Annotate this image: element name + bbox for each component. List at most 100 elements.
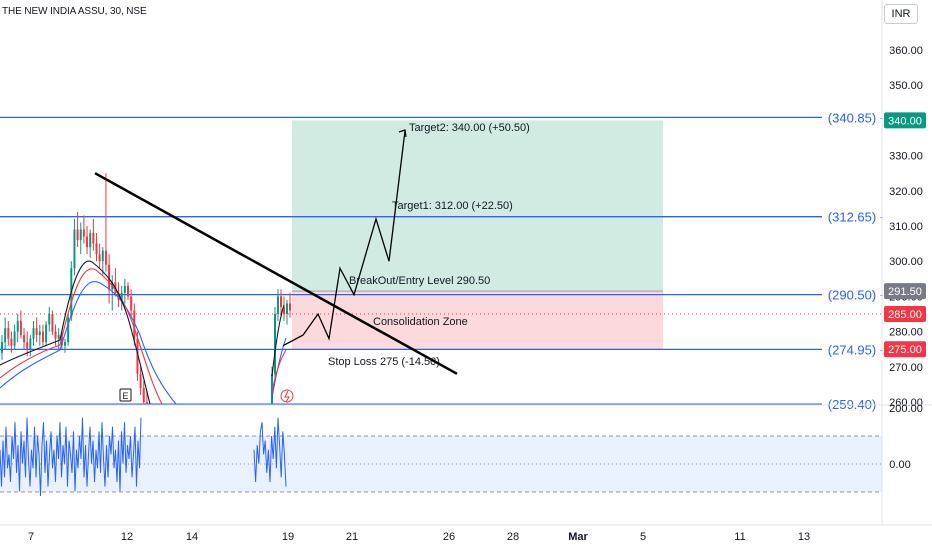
candle (92, 233, 95, 244)
time-tick-label: 11 (734, 531, 745, 543)
candle (286, 303, 288, 314)
time-tick-label: 26 (443, 531, 455, 543)
currency-selector[interactable]: INR (884, 4, 918, 24)
earnings-marker: E (122, 391, 128, 401)
price-tick-label: 330.00 (889, 151, 923, 163)
candle (117, 292, 120, 300)
price-tick-label: 320.00 (889, 186, 923, 198)
candle (29, 338, 32, 350)
candle (133, 310, 136, 339)
candle (23, 335, 26, 343)
time-tick-label: 19 (282, 531, 294, 543)
candle (64, 342, 66, 346)
split-marker-icon (280, 389, 294, 403)
candle (19, 321, 22, 336)
price-tick-label: 350.00 (889, 80, 923, 92)
symbol-title: THE NEW INDIA ASSU, 30, NSE (2, 6, 147, 17)
candle (13, 331, 16, 346)
moving-average-red (271, 349, 287, 393)
candle (26, 342, 29, 350)
candle (139, 373, 142, 388)
breakout-annotation: BreakOut/Entry Level 290.50 (349, 275, 490, 287)
oscillator-line (253, 417, 287, 487)
price-tag (884, 306, 926, 322)
candle (73, 229, 76, 269)
candle (48, 314, 51, 325)
time-tick-label: 14 (186, 531, 198, 543)
candle (45, 324, 48, 343)
target1-annotation: Target1: 312.00 (+22.50) (392, 200, 513, 212)
moving-average-blue (271, 337, 287, 399)
consolidation-annotation: Consolidation Zone (373, 316, 468, 328)
oscillator-tick-label: 200.00 (889, 403, 923, 415)
candle (60, 335, 63, 346)
candle (127, 285, 129, 297)
candle (142, 387, 145, 402)
candle (130, 296, 133, 311)
stop-loss-annotation: Stop Loss 275 (-14.50) (328, 356, 440, 368)
projection-path (282, 130, 406, 347)
earnings-marker-box (119, 388, 132, 402)
candle (136, 338, 139, 374)
trendline (94, 172, 458, 375)
moving-average-red (0, 268, 163, 405)
candle (57, 335, 60, 339)
candle (76, 229, 79, 241)
candle (101, 250, 104, 262)
time-tick-label: 21 (346, 531, 358, 543)
candle (35, 328, 38, 336)
moving-average-black (0, 260, 151, 405)
candle (280, 296, 282, 307)
level-label: (312.65) (828, 210, 876, 225)
candle (32, 328, 35, 339)
level-label: (274.95) (828, 342, 876, 357)
candle (82, 229, 85, 237)
candle (277, 296, 279, 314)
candle (54, 331, 57, 339)
candle (120, 292, 123, 300)
candle (51, 314, 54, 332)
price-tag-label: 285.00 (888, 309, 922, 321)
candle (95, 243, 98, 255)
time-tick-label: 28 (507, 531, 519, 543)
level-label: (340.85) (828, 110, 876, 125)
target2-annotation: Target2: 340.00 (+50.50) (409, 122, 530, 134)
candle (108, 264, 111, 290)
candle (79, 229, 82, 241)
price-tick-label: 300.00 (889, 256, 923, 268)
candle (16, 321, 19, 332)
price-tag-label: 340.00 (888, 115, 922, 127)
candle (86, 236, 89, 248)
candle (145, 402, 148, 404)
candle (41, 331, 44, 343)
price-tick-label: 360.00 (889, 45, 923, 57)
candle (7, 328, 10, 339)
candle (98, 254, 101, 262)
time-tick-label: Mar (568, 531, 588, 543)
candle (271, 373, 273, 404)
candle (67, 317, 70, 343)
price-tick-label: 310.00 (889, 221, 923, 233)
moving-average-blue (0, 281, 177, 405)
projection-arrow-head (398, 129, 407, 138)
consolidation-zone (292, 291, 663, 350)
moving-average-black (271, 304, 285, 377)
oscillator-tick-label: 0.00 (889, 459, 910, 471)
price-tick-label: 280.00 (889, 327, 923, 339)
price-tag-label: 275.00 (888, 344, 922, 356)
time-tick-label: 13 (798, 531, 810, 543)
candle (89, 233, 92, 248)
candle (1, 342, 3, 353)
time-tick-label: 5 (640, 531, 646, 543)
candle (4, 328, 7, 343)
price-tag (884, 112, 926, 129)
candle (10, 338, 13, 346)
price-tag-label: 291.50 (888, 286, 922, 298)
candle (123, 285, 126, 293)
candle (274, 314, 276, 374)
price-tick-label: 270.00 (889, 362, 923, 374)
time-tick-label: 12 (121, 531, 133, 543)
candle (289, 303, 291, 311)
price-tag (884, 341, 926, 358)
